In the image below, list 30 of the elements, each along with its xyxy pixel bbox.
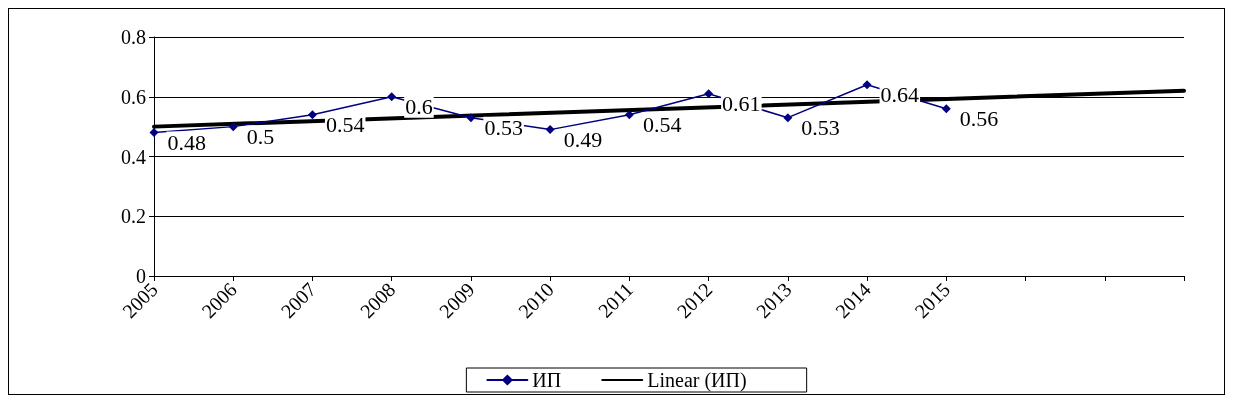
point xyxy=(704,89,714,99)
y-tick-label: 0.8 xyxy=(121,26,146,48)
point xyxy=(149,128,159,138)
y-tick-label: 0.6 xyxy=(121,85,146,108)
data-label: 0.54 xyxy=(642,112,682,138)
point xyxy=(387,92,397,102)
point xyxy=(624,110,634,120)
x-tick-label: 2011 xyxy=(593,278,638,322)
data-label: 0.64 xyxy=(880,82,920,108)
point xyxy=(307,110,317,120)
data-label: 0.6 xyxy=(405,94,433,120)
point xyxy=(545,125,555,135)
point xyxy=(466,113,476,123)
point xyxy=(941,104,951,114)
data-label: 0.5 xyxy=(246,124,275,150)
data-label: 0.53 xyxy=(801,115,840,141)
data-label: 0.54 xyxy=(325,112,365,138)
data-label: 0.61 xyxy=(722,91,761,117)
y-tick-label: 0.2 xyxy=(121,205,146,228)
legend-label: Linear (ИП) xyxy=(647,369,747,392)
point xyxy=(862,80,872,90)
data-label: 0.49 xyxy=(563,127,603,153)
y-tick-label: 0.4 xyxy=(121,145,146,168)
legend-label: ИП xyxy=(532,369,562,391)
point xyxy=(783,113,793,123)
y-tick-label: 0 xyxy=(136,265,146,287)
data-label: 0.56 xyxy=(959,106,999,132)
data-label: 0.53 xyxy=(484,115,523,141)
point xyxy=(228,122,238,132)
data-label: 0.48 xyxy=(167,130,206,156)
